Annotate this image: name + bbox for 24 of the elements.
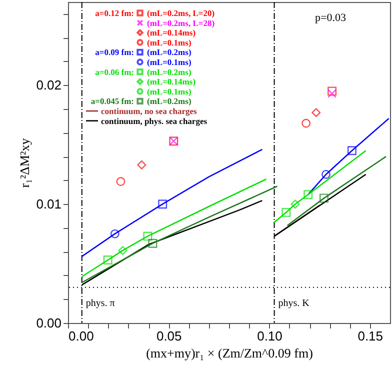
x-tick-label: 0.05: [156, 328, 182, 344]
legend-label: (mL=0.14ms): [147, 76, 196, 87]
y-tick-label: 0.01: [36, 196, 62, 212]
legend-label: (mL=0.14ms): [147, 28, 196, 38]
x-tick-label: 0.10: [257, 328, 282, 344]
annotation: p=0.03: [315, 12, 346, 24]
text: a=0.06 fm: (mL=0.2ms): [95, 66, 192, 77]
text: a=0.09 fm: (mL=0.2ms): [95, 47, 192, 58]
y-tick-label: 0.00: [36, 316, 62, 330]
x-tick-label: 0.15: [358, 328, 384, 344]
x-axis-title: (mx+my)r₁ × (Zm/Zm^0.09 fm): [146, 346, 313, 360]
legend-label: (mL=0.1ms): [147, 86, 192, 96]
y-axis-title: r₁²ΔM²xy: [17, 138, 32, 188]
legend-label: (mL=0.1ms): [147, 57, 192, 67]
ref-line-label: phys. K: [278, 298, 310, 309]
legend-label: continuum, no sea charges: [101, 106, 198, 116]
text: a=0.045 fm: (mL=0.2ms): [90, 96, 192, 106]
y-tick-label: 0.02: [36, 78, 62, 93]
legend-label: (mL=0.1ms): [147, 37, 192, 48]
legend-label: (mL=0.2ms, L=28): [147, 18, 215, 28]
text: a=0.12 fm: (mL=0.2ms, L=20): [95, 8, 215, 18]
x-tick-label: 0.00: [68, 328, 94, 344]
legend-label: continuum, phys. sea charges: [101, 116, 208, 126]
ref-line-label: phys. π: [86, 298, 115, 309]
